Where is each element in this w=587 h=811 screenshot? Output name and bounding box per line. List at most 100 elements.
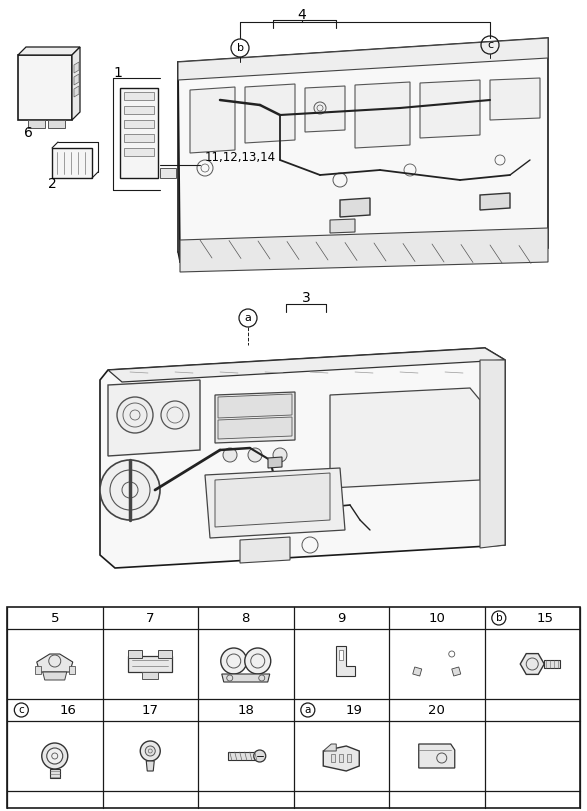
Polygon shape <box>268 457 282 468</box>
Polygon shape <box>160 168 176 178</box>
Circle shape <box>100 460 160 520</box>
Polygon shape <box>48 120 65 128</box>
Text: 2: 2 <box>48 177 56 191</box>
Circle shape <box>161 401 189 429</box>
Bar <box>7 607 580 808</box>
Polygon shape <box>330 388 480 488</box>
Polygon shape <box>124 120 154 128</box>
Text: 1: 1 <box>113 66 123 80</box>
Polygon shape <box>124 92 154 100</box>
Polygon shape <box>336 646 355 676</box>
Polygon shape <box>205 468 345 538</box>
Polygon shape <box>305 86 345 132</box>
Polygon shape <box>178 38 548 80</box>
Polygon shape <box>120 88 158 178</box>
Polygon shape <box>452 667 461 676</box>
Polygon shape <box>28 120 45 128</box>
Text: 10: 10 <box>429 611 445 624</box>
Circle shape <box>245 648 271 674</box>
Polygon shape <box>218 417 292 439</box>
Polygon shape <box>544 660 560 668</box>
Circle shape <box>140 741 160 761</box>
Circle shape <box>221 648 247 674</box>
Polygon shape <box>74 86 79 97</box>
Polygon shape <box>348 754 351 762</box>
Polygon shape <box>331 754 335 762</box>
Text: 8: 8 <box>242 611 250 624</box>
Text: 4: 4 <box>298 8 306 22</box>
Text: 16: 16 <box>59 703 76 716</box>
Text: c: c <box>18 705 24 715</box>
Polygon shape <box>35 666 41 674</box>
Polygon shape <box>215 392 295 443</box>
Polygon shape <box>240 537 290 563</box>
Polygon shape <box>108 380 200 456</box>
Polygon shape <box>43 672 67 680</box>
Polygon shape <box>124 148 154 156</box>
Polygon shape <box>128 650 142 658</box>
Circle shape <box>254 750 266 762</box>
Polygon shape <box>108 348 505 382</box>
Polygon shape <box>158 650 172 658</box>
Polygon shape <box>339 650 343 660</box>
Text: 3: 3 <box>302 291 311 305</box>
Circle shape <box>47 748 63 764</box>
Text: a: a <box>245 313 251 323</box>
Polygon shape <box>50 769 60 778</box>
Polygon shape <box>330 219 355 233</box>
Circle shape <box>273 448 287 462</box>
Text: 17: 17 <box>141 703 158 716</box>
Text: c: c <box>487 40 493 50</box>
Polygon shape <box>180 228 548 272</box>
Polygon shape <box>18 55 72 120</box>
Text: 19: 19 <box>346 703 363 716</box>
Polygon shape <box>69 666 75 674</box>
Polygon shape <box>74 74 79 85</box>
Text: 20: 20 <box>429 703 445 716</box>
Polygon shape <box>520 654 544 675</box>
Polygon shape <box>142 672 158 679</box>
Text: 11,12,13,14: 11,12,13,14 <box>205 152 276 165</box>
Circle shape <box>248 448 262 462</box>
Polygon shape <box>52 148 92 178</box>
Circle shape <box>117 397 153 433</box>
Polygon shape <box>178 38 548 262</box>
Polygon shape <box>124 106 154 114</box>
Text: 6: 6 <box>23 126 32 140</box>
Polygon shape <box>355 82 410 148</box>
Polygon shape <box>490 78 540 120</box>
Circle shape <box>145 746 155 756</box>
Polygon shape <box>190 87 235 153</box>
Polygon shape <box>18 47 80 55</box>
Polygon shape <box>215 473 330 527</box>
Text: b: b <box>495 613 502 623</box>
Polygon shape <box>100 348 505 568</box>
Circle shape <box>223 448 237 462</box>
Polygon shape <box>419 744 455 768</box>
Text: 15: 15 <box>537 611 554 624</box>
Text: 9: 9 <box>337 611 345 624</box>
Text: 5: 5 <box>50 611 59 624</box>
Circle shape <box>42 743 68 769</box>
Polygon shape <box>124 134 154 142</box>
Polygon shape <box>295 504 315 517</box>
Polygon shape <box>323 746 359 771</box>
Polygon shape <box>323 744 336 751</box>
Text: 7: 7 <box>146 611 154 624</box>
Polygon shape <box>245 84 295 143</box>
Polygon shape <box>420 80 480 138</box>
Polygon shape <box>339 754 343 762</box>
Polygon shape <box>340 198 370 217</box>
Polygon shape <box>222 674 270 682</box>
Polygon shape <box>128 656 172 672</box>
Polygon shape <box>146 761 154 771</box>
Polygon shape <box>480 360 505 548</box>
Polygon shape <box>74 62 79 73</box>
Polygon shape <box>72 47 80 120</box>
Polygon shape <box>228 752 260 760</box>
Polygon shape <box>413 667 421 676</box>
Polygon shape <box>218 394 292 418</box>
Polygon shape <box>37 654 73 672</box>
Text: b: b <box>237 43 244 53</box>
Polygon shape <box>480 193 510 210</box>
